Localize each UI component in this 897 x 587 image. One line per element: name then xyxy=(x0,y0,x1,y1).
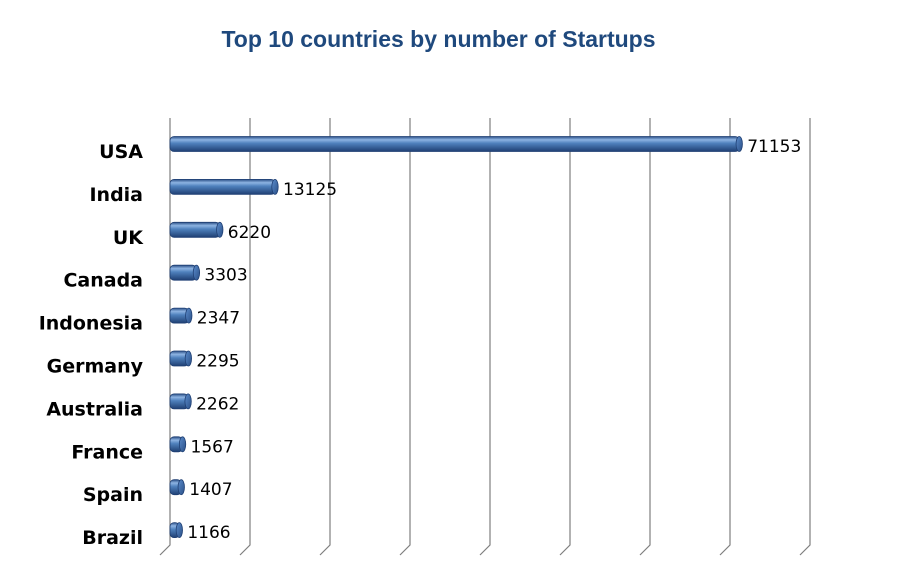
bar-cap xyxy=(178,436,187,453)
data-label: 2347 xyxy=(197,309,240,329)
category-label: USA xyxy=(99,141,143,163)
gridlines xyxy=(159,118,811,556)
bar xyxy=(169,264,197,281)
bar-cap xyxy=(271,178,279,195)
bar-cap xyxy=(735,136,743,152)
bar xyxy=(169,136,740,152)
bar-cap xyxy=(175,522,183,538)
gridline xyxy=(479,118,491,556)
bar xyxy=(169,221,221,238)
bars xyxy=(169,136,743,538)
gridline xyxy=(639,118,651,556)
category-label: Germany xyxy=(47,356,144,378)
data-label: 3303 xyxy=(204,266,247,286)
data-label: 1567 xyxy=(191,437,234,457)
bar-cap xyxy=(185,307,193,324)
data-label: 1166 xyxy=(187,523,230,543)
category-label: Brazil xyxy=(82,527,143,549)
data-label: 13125 xyxy=(283,180,337,200)
gridline xyxy=(159,118,171,556)
data-label: 2295 xyxy=(196,352,239,372)
category-label: UK xyxy=(113,227,144,249)
bar-cap xyxy=(177,479,185,496)
gridline xyxy=(559,118,571,556)
gridline xyxy=(239,118,251,556)
category-label: Indonesia xyxy=(39,313,143,335)
bar-cap xyxy=(216,221,224,238)
chart-title: Top 10 countries by number of Startups xyxy=(221,26,656,52)
gridline xyxy=(719,118,731,556)
gridline xyxy=(799,118,811,556)
data-label: 2262 xyxy=(196,394,239,414)
bar-cap xyxy=(184,393,192,410)
gridline xyxy=(399,118,411,556)
labels: USA 71153 India 13125 UK 6220 Canada 3303 Indone… xyxy=(39,137,802,549)
category-label: Australia xyxy=(46,398,143,420)
category-label: Canada xyxy=(63,270,143,292)
bar-cap xyxy=(184,350,192,367)
category-label: France xyxy=(71,441,143,463)
data-label: 71153 xyxy=(747,137,801,157)
data-label: 6220 xyxy=(228,223,271,243)
bar xyxy=(169,178,276,195)
data-label: 1407 xyxy=(189,480,232,500)
category-label: Spain xyxy=(83,484,143,506)
gridline xyxy=(319,118,331,556)
bar-cap xyxy=(192,264,201,281)
category-label: India xyxy=(89,184,143,206)
